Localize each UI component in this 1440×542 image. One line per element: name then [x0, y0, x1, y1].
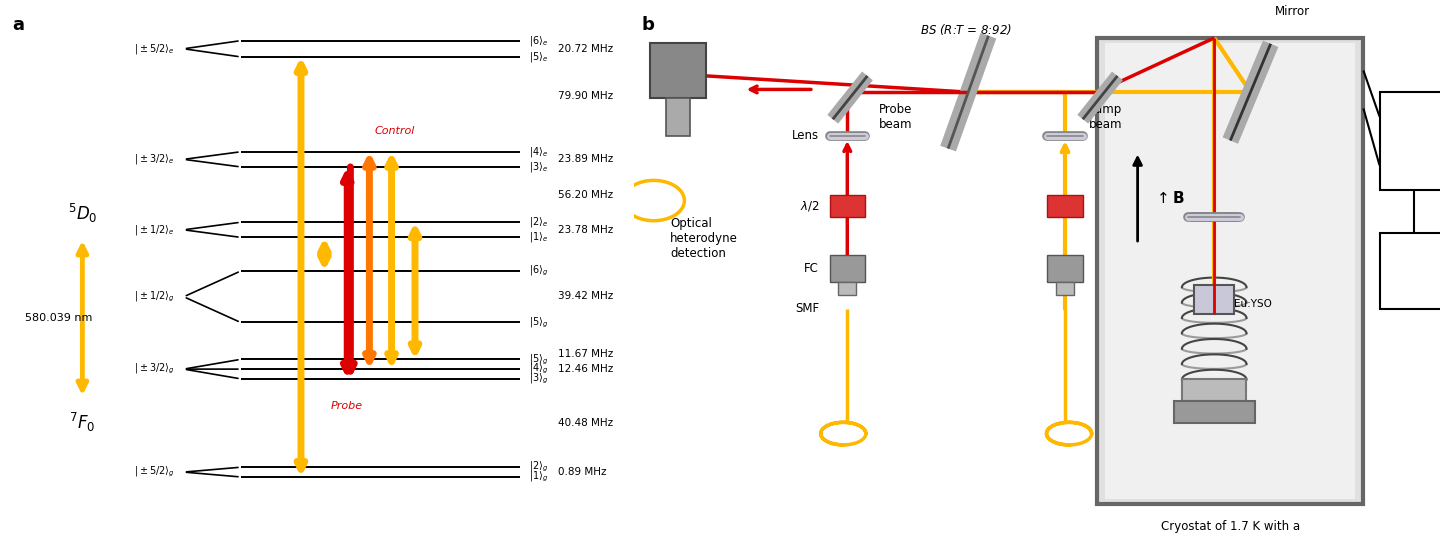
Text: 79.90 MHz: 79.90 MHz	[557, 92, 612, 101]
Text: $|\pm1/2\rangle_g$: $|\pm1/2\rangle_g$	[134, 289, 174, 304]
Text: $|6\rangle_g$: $|6\rangle_g$	[528, 264, 549, 278]
Text: 0.89 MHz: 0.89 MHz	[557, 467, 606, 477]
Text: $|\pm5/2\rangle_g$: $|\pm5/2\rangle_g$	[134, 465, 174, 479]
Text: $|2\rangle_g$: $|2\rangle_g$	[528, 460, 549, 474]
Text: Mirror: Mirror	[1274, 5, 1310, 18]
Text: 23.78 MHz: 23.78 MHz	[557, 225, 613, 235]
Text: Optical
heterodyne
detection: Optical heterodyne detection	[670, 217, 737, 260]
Text: $|4\rangle_g$: $|4\rangle_g$	[528, 362, 549, 376]
Text: $|\pm3/2\rangle_g$: $|\pm3/2\rangle_g$	[134, 362, 174, 376]
Text: $|2\rangle_e$: $|2\rangle_e$	[528, 215, 549, 229]
Text: $\uparrow\mathbf{B}$: $\uparrow\mathbf{B}$	[1153, 190, 1185, 206]
Text: FC: FC	[804, 262, 819, 275]
Text: $|3\rangle_e$: $|3\rangle_e$	[528, 160, 549, 174]
Text: 11.67 MHz: 11.67 MHz	[557, 350, 613, 359]
FancyBboxPatch shape	[1106, 43, 1355, 499]
FancyBboxPatch shape	[838, 282, 857, 295]
Text: 580.039 nm: 580.039 nm	[26, 313, 92, 323]
Text: 23.89 MHz: 23.89 MHz	[557, 154, 613, 164]
Text: AWG: AWG	[1400, 264, 1428, 278]
Text: 40.48 MHz: 40.48 MHz	[557, 418, 612, 428]
Text: Control: Control	[374, 126, 415, 136]
Text: $|5\rangle_g$: $|5\rangle_g$	[528, 352, 549, 366]
Text: $^7F_0$: $^7F_0$	[69, 411, 95, 434]
FancyBboxPatch shape	[1047, 195, 1083, 217]
Text: $|3\rangle_g$: $|3\rangle_g$	[528, 372, 549, 386]
Text: BS ($R$:$T$ = 8:92): BS ($R$:$T$ = 8:92)	[920, 22, 1012, 37]
FancyBboxPatch shape	[649, 43, 706, 98]
Text: $\lambda/2$: $\lambda/2$	[799, 199, 819, 213]
Text: $|5\rangle_g$: $|5\rangle_g$	[528, 315, 549, 330]
FancyBboxPatch shape	[1056, 282, 1074, 295]
Text: $|4\rangle_e$: $|4\rangle_e$	[528, 145, 549, 159]
FancyBboxPatch shape	[1174, 401, 1254, 423]
Text: a: a	[13, 16, 24, 34]
FancyBboxPatch shape	[1380, 233, 1440, 309]
Text: Cryostat of 1.7 K with a: Cryostat of 1.7 K with a	[1161, 520, 1300, 533]
Text: $|\pm1/2\rangle_e$: $|\pm1/2\rangle_e$	[134, 223, 174, 237]
Text: $|\pm5/2\rangle_e$: $|\pm5/2\rangle_e$	[134, 42, 174, 56]
FancyBboxPatch shape	[1097, 38, 1364, 504]
Text: $^5D_0$: $^5D_0$	[68, 202, 96, 225]
Text: 20.72 MHz: 20.72 MHz	[557, 44, 612, 54]
Text: Pump
beam: Pump beam	[1089, 103, 1122, 131]
Text: $|6\rangle_e$: $|6\rangle_e$	[528, 34, 549, 48]
Text: SMF: SMF	[795, 302, 819, 315]
FancyBboxPatch shape	[1047, 255, 1083, 282]
Text: RF
amplifier: RF amplifier	[1390, 130, 1439, 152]
Text: $|\pm3/2\rangle_e$: $|\pm3/2\rangle_e$	[134, 152, 174, 166]
FancyBboxPatch shape	[665, 98, 690, 136]
FancyBboxPatch shape	[829, 255, 865, 282]
FancyBboxPatch shape	[829, 195, 865, 217]
Text: $|1\rangle_e$: $|1\rangle_e$	[528, 230, 549, 244]
FancyBboxPatch shape	[1380, 92, 1440, 190]
Text: 56.20 MHz: 56.20 MHz	[557, 190, 612, 199]
Text: b: b	[642, 16, 655, 34]
Text: Lens: Lens	[792, 129, 819, 142]
Text: 12.46 MHz: 12.46 MHz	[557, 364, 613, 374]
Text: $|5\rangle_e$: $|5\rangle_e$	[528, 50, 549, 64]
FancyBboxPatch shape	[1194, 285, 1234, 314]
Text: Probe: Probe	[331, 401, 363, 410]
Text: 39.42 MHz: 39.42 MHz	[557, 292, 613, 301]
Text: Probe
beam: Probe beam	[878, 103, 913, 131]
FancyBboxPatch shape	[1182, 379, 1247, 401]
Text: Eu:YSO: Eu:YSO	[1234, 299, 1273, 308]
Text: $|1\rangle_g$: $|1\rangle_g$	[528, 470, 549, 484]
